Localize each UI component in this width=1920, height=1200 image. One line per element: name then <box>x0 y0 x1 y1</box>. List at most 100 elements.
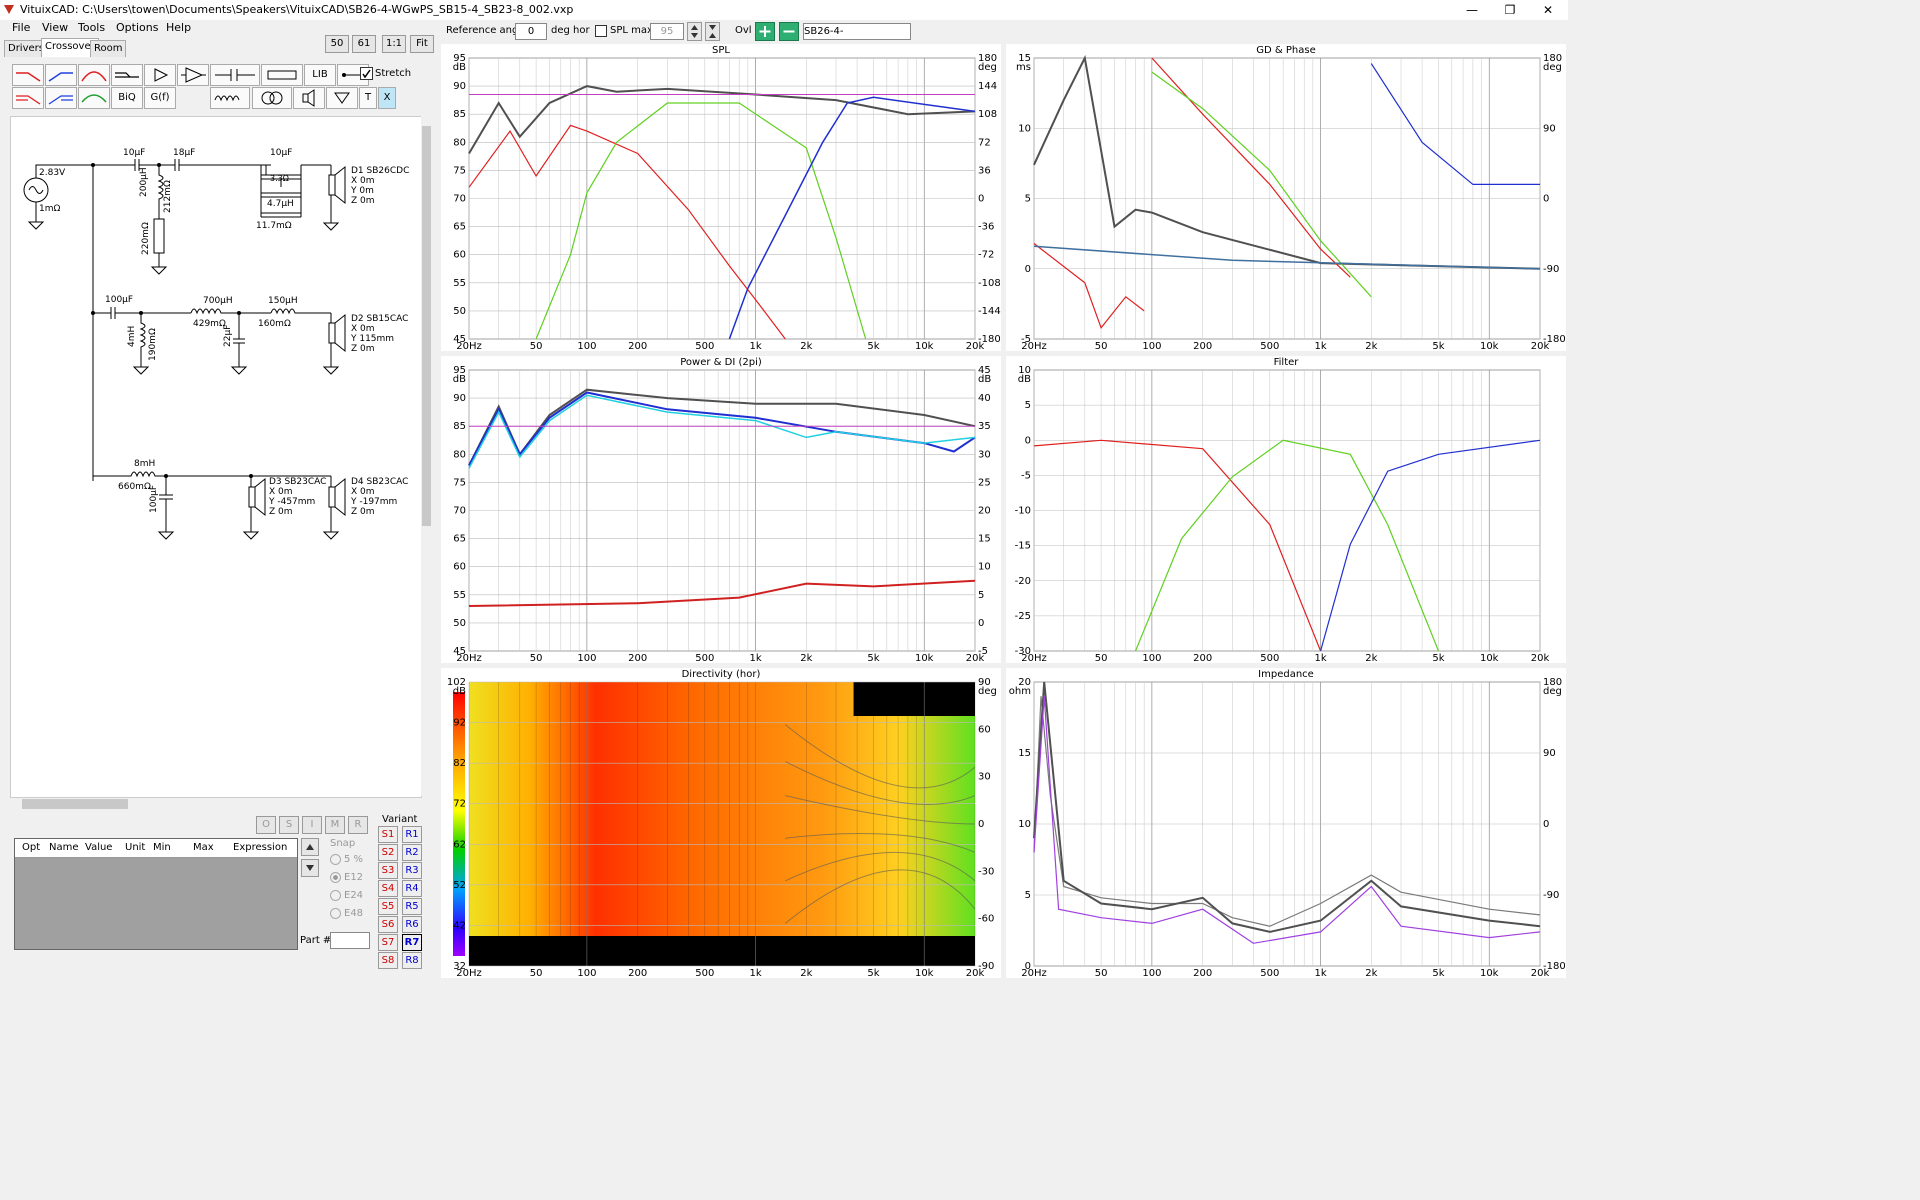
directivity-chart[interactable]: 102 92 82 72 62 52 42 32 90 60 30 0 -30 -60 -90 deg dB 20… <box>441 668 1001 978</box>
lowpass-tool[interactable] <box>12 64 44 86</box>
zoom-61-button[interactable]: 61 <box>352 35 376 53</box>
c6-value[interactable]: 100µF <box>149 484 159 513</box>
variant-s2-button[interactable]: S2 <box>378 844 398 861</box>
d3-name[interactable]: D3 SB23CAC <box>269 477 327 487</box>
opt-s-button[interactable]: S <box>279 816 299 834</box>
delete-tool[interactable]: X <box>378 87 396 109</box>
c5-value[interactable]: 22µF <box>223 324 233 347</box>
variant-r1-button[interactable]: R1 <box>402 826 422 843</box>
menu-view[interactable]: View <box>42 21 69 34</box>
capacitor-tool[interactable] <box>210 64 260 86</box>
shelf-tool[interactable] <box>111 64 143 86</box>
l4-value[interactable]: 150µH <box>268 296 298 306</box>
r1-value[interactable]: 220mΩ <box>141 222 151 255</box>
variant-r7-button[interactable]: R7 <box>402 934 422 951</box>
biquad-button[interactable]: BiQ <box>111 87 143 109</box>
transformer-tool[interactable] <box>252 87 292 109</box>
spl-max-input[interactable]: 95 <box>650 23 684 40</box>
c4-value[interactable]: 100µF <box>105 295 134 305</box>
overlay-select[interactable]: SB26-4-WGwPS_SB15-4_ <box>803 23 911 40</box>
highpass2-tool[interactable] <box>45 87 77 109</box>
part-number-input[interactable] <box>330 932 370 949</box>
peak-tool[interactable] <box>78 87 110 109</box>
r2-value[interactable]: 3.3Ω <box>270 174 289 183</box>
menu-tools[interactable]: Tools <box>78 21 106 34</box>
lowpass2-tool[interactable] <box>12 87 44 109</box>
c3-value[interactable]: 10µF <box>270 148 293 158</box>
zoom-50-button[interactable]: 50 <box>325 35 349 53</box>
menu-options[interactable]: Options <box>116 21 159 34</box>
variant-s8-button[interactable]: S8 <box>378 952 398 969</box>
tab-room[interactable]: Room <box>90 40 127 57</box>
d2-name[interactable]: D2 SB15CAC <box>351 314 409 324</box>
menu-help[interactable]: Help <box>166 21 192 34</box>
l5-value[interactable]: 4mH <box>127 325 137 347</box>
variant-r6-button[interactable]: R6 <box>402 916 422 933</box>
c1-value[interactable]: 10µF <box>123 148 146 158</box>
c2-value[interactable]: 18µF <box>173 148 196 158</box>
zoom-1to1-button[interactable]: 1:1 <box>382 35 406 53</box>
resistor-tool[interactable] <box>261 64 303 86</box>
spl-limit-button[interactable] <box>705 22 720 41</box>
schematic-vscroll[interactable] <box>421 116 432 796</box>
variant-r2-button[interactable]: R2 <box>402 844 422 861</box>
driver-tool[interactable] <box>293 87 325 109</box>
close-button[interactable]: ✕ <box>1542 3 1554 17</box>
opt-r-button[interactable]: R <box>348 816 368 834</box>
l2-value[interactable]: 4.7µH <box>267 199 294 209</box>
minimize-button[interactable]: — <box>1466 3 1478 17</box>
snap-e12-radio[interactable] <box>330 872 341 883</box>
variant-s4-button[interactable]: S4 <box>378 880 398 897</box>
text-tool[interactable]: T <box>359 87 377 109</box>
reference-angle-input[interactable]: 0 <box>515 23 547 40</box>
move-up-button[interactable] <box>301 838 319 856</box>
d1-name[interactable]: D1 SB26CDC <box>351 166 410 176</box>
spl-max-checkbox[interactable] <box>595 25 607 37</box>
move-down-button[interactable] <box>301 859 319 877</box>
spl-max-spinner[interactable] <box>687 22 702 41</box>
variant-s7-button[interactable]: S7 <box>378 934 398 951</box>
bandpass-tool[interactable] <box>78 64 110 86</box>
stretch-checkbox[interactable] <box>360 67 373 80</box>
parameter-table[interactable]: Opt Name Value Unit Min Max Expression <box>14 838 298 950</box>
source-resistance[interactable]: 1mΩ <box>39 204 61 214</box>
schematic-canvas[interactable]: 2.83V 1mΩ 10µF 18µF 200µH 212mΩ 220mΩ 10… <box>10 116 422 798</box>
gf-button[interactable]: G(f) <box>144 87 176 109</box>
menu-file[interactable]: File <box>12 21 31 34</box>
schematic-hscroll[interactable] <box>10 798 420 810</box>
variant-s1-button[interactable]: S1 <box>378 826 398 843</box>
opt-m-button[interactable]: M <box>325 816 345 834</box>
ground-tool[interactable] <box>326 87 358 109</box>
variant-s5-button[interactable]: S5 <box>378 898 398 915</box>
variant-r5-button[interactable]: R5 <box>402 898 422 915</box>
variant-r8-button[interactable]: R8 <box>402 952 422 969</box>
buffer-tool[interactable] <box>144 64 176 86</box>
variant-r4-button[interactable]: R4 <box>402 880 422 897</box>
spl-chart[interactable]: 95 90 85 80 75 70 65 60 55 50 45 180 144 108 72 36 0 -36 -… <box>441 44 1001 351</box>
lib-button[interactable]: LIB <box>304 64 336 86</box>
opt-i-button[interactable]: I <box>302 816 322 834</box>
l3-value[interactable]: 700µH <box>203 296 233 306</box>
variant-r3-button[interactable]: R3 <box>402 862 422 879</box>
l1-resistance[interactable]: 212mΩ <box>163 180 173 213</box>
overlay-remove-button[interactable] <box>779 22 799 41</box>
l2-resistance[interactable]: 11.7mΩ <box>256 221 292 231</box>
opt-o-button[interactable]: O <box>256 816 276 834</box>
restore-button[interactable]: ❐ <box>1504 3 1516 17</box>
l6-value[interactable]: 8mH <box>134 459 156 469</box>
variant-s3-button[interactable]: S3 <box>378 862 398 879</box>
source-voltage[interactable]: 2.83V <box>39 168 66 178</box>
overlay-add-button[interactable] <box>755 22 775 41</box>
zoom-fit-button[interactable]: Fit <box>410 35 434 53</box>
highpass-tool[interactable] <box>45 64 77 86</box>
d4-name[interactable]: D4 SB23CAC <box>351 477 409 487</box>
opamp-tool[interactable] <box>177 64 209 86</box>
variant-s6-button[interactable]: S6 <box>378 916 398 933</box>
power-di-chart[interactable]: 9590858075706560555045454035302520151050… <box>441 356 1001 663</box>
l6-resistance[interactable]: 660mΩ <box>118 482 151 492</box>
l4-resistance[interactable]: 160mΩ <box>258 319 291 329</box>
inductor-tool[interactable] <box>210 87 250 109</box>
